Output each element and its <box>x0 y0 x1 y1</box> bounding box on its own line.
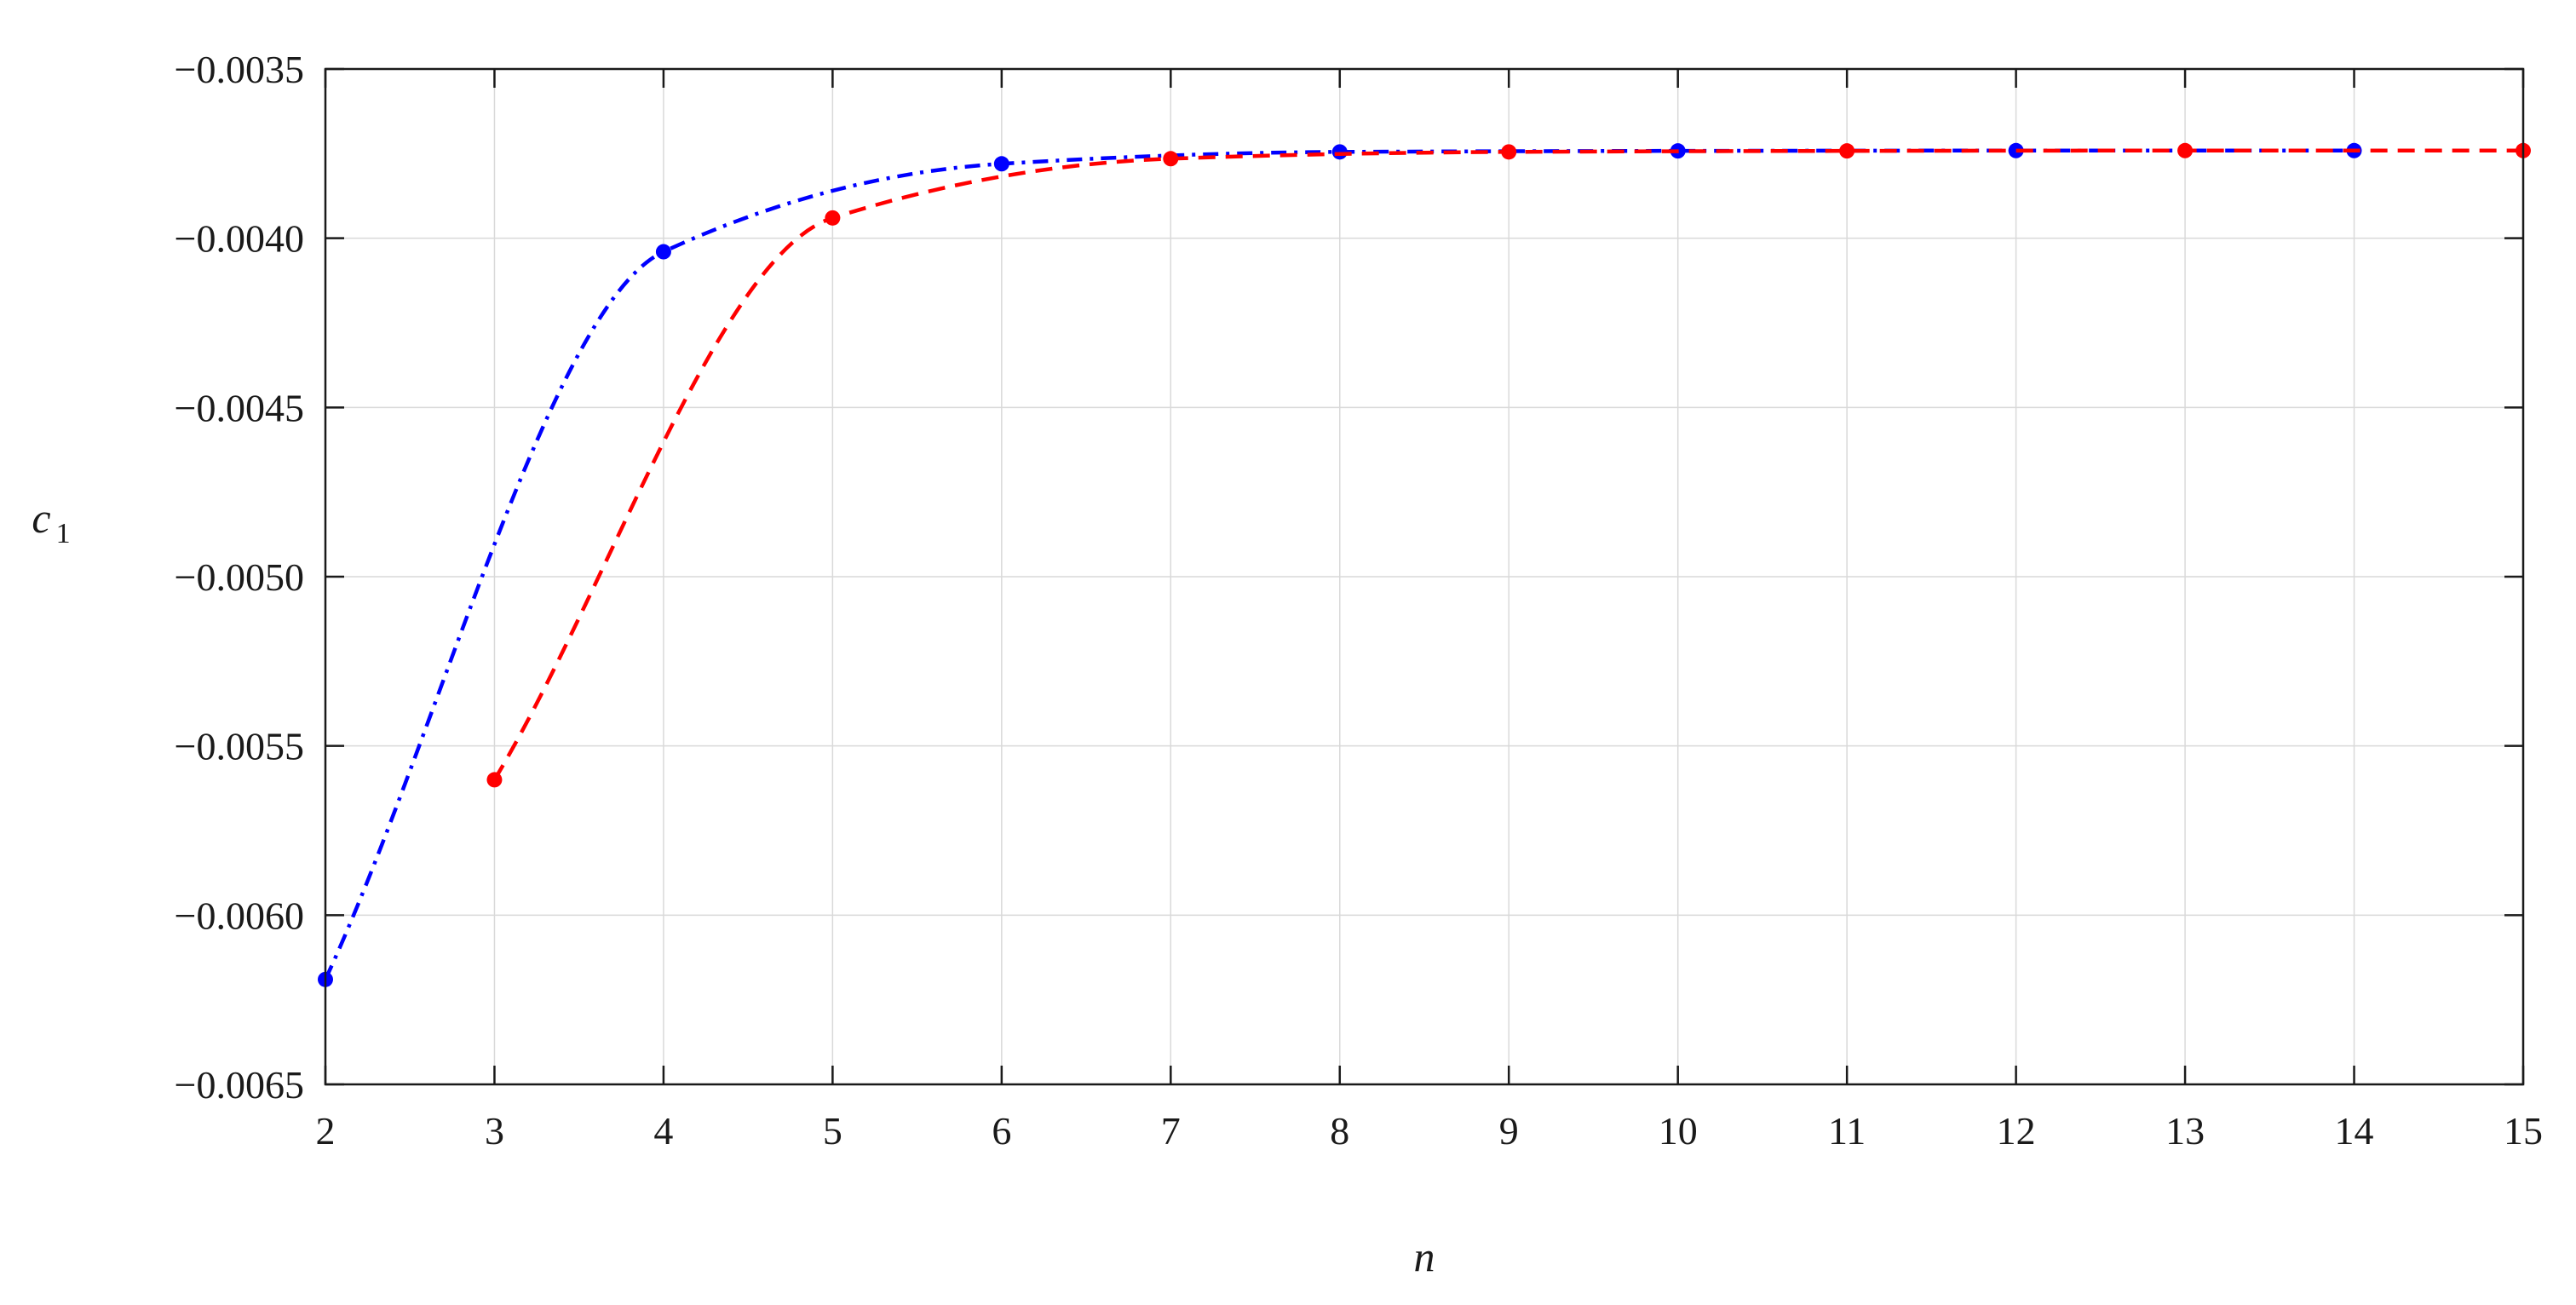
data-point <box>825 210 841 226</box>
x-tick-label: 6 <box>992 1109 1011 1153</box>
y-tick-label: −0.0055 <box>175 725 304 768</box>
x-tick-label: 3 <box>485 1109 504 1153</box>
series-layer <box>318 142 2531 987</box>
y-axis-label-subscript: 1 <box>56 518 71 549</box>
x-tick-label: 14 <box>2335 1109 2374 1153</box>
data-point <box>1501 144 1517 160</box>
grid <box>325 68 2524 1085</box>
x-tick-label: 12 <box>1997 1109 2036 1153</box>
y-tick-label: −0.0060 <box>175 894 304 937</box>
x-tick-label: 7 <box>1161 1109 1181 1153</box>
data-point <box>486 772 503 788</box>
x-axis-label: n <box>1414 1233 1435 1280</box>
y-tick-label: −0.0050 <box>175 555 304 599</box>
data-point <box>1163 151 1179 167</box>
x-tick-label: 13 <box>2165 1109 2205 1153</box>
data-point <box>1839 143 1855 159</box>
data-point <box>2177 142 2194 158</box>
ticks <box>324 67 2525 1086</box>
y-axis-label-main: c <box>32 494 50 542</box>
y-tick-label: −0.0035 <box>175 48 304 91</box>
x-tick-label: 15 <box>2504 1109 2543 1153</box>
x-tick-label: 2 <box>316 1109 336 1153</box>
data-point <box>655 244 671 260</box>
x-tick-label: 10 <box>1659 1109 1698 1153</box>
y-tick-label: −0.0040 <box>175 217 304 261</box>
x-tick-label: 4 <box>653 1109 673 1153</box>
tick-labels: 2 3 4 5 6 7 8 9 10 11 12 13 14 15 −0.0065 −0.0060 −0.005… <box>175 48 2543 1153</box>
series-2 <box>486 142 2531 788</box>
x-tick-label: 5 <box>823 1109 842 1153</box>
x-tick-label: 8 <box>1330 1109 1349 1153</box>
data-point <box>2008 142 2024 158</box>
x-tick-label: 11 <box>1828 1109 1866 1153</box>
x-tick-label: 9 <box>1499 1109 1519 1153</box>
data-point <box>993 156 1009 172</box>
data-point <box>1331 144 1348 160</box>
y-tick-label: −0.0045 <box>175 386 304 429</box>
y-tick-label: −0.0065 <box>175 1063 304 1107</box>
